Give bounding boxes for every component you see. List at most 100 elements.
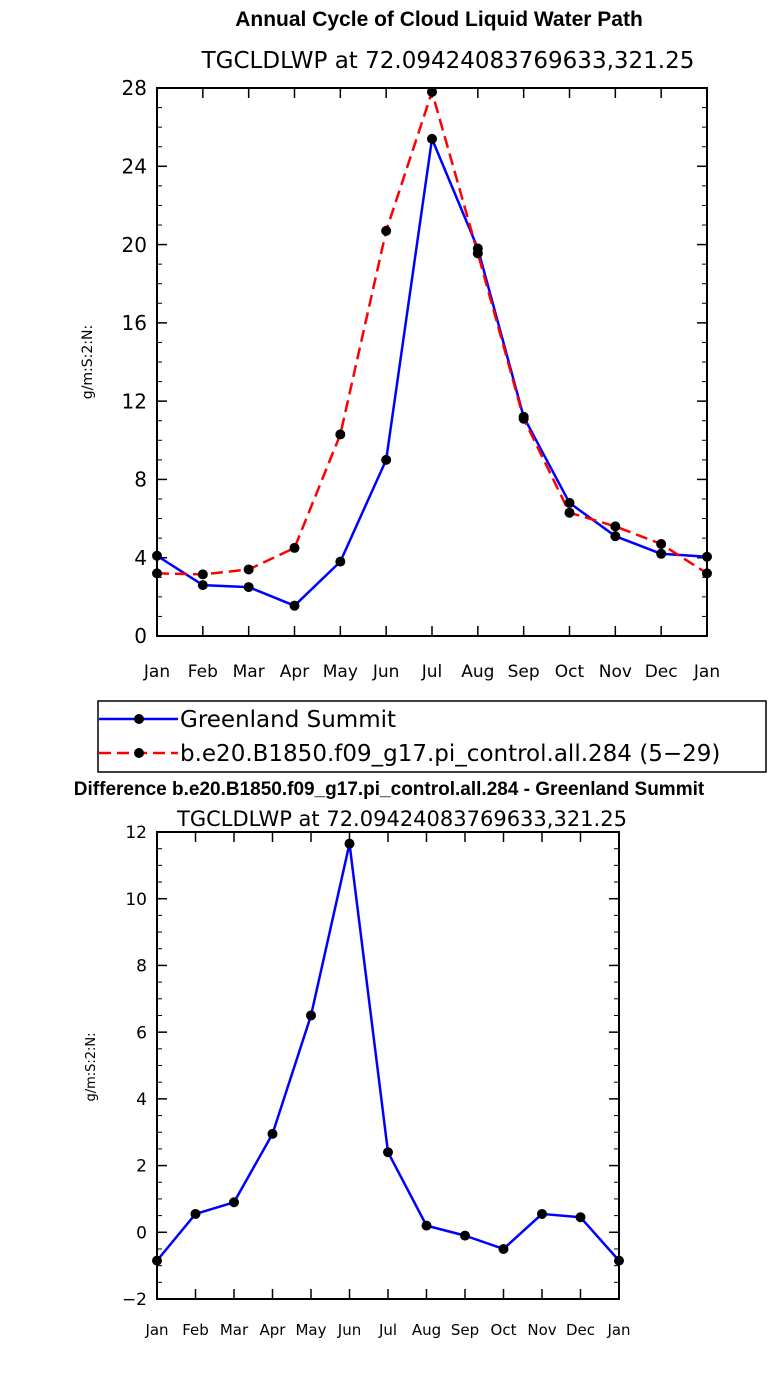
bottom-chart-ytick-label: 4 (136, 1090, 147, 1110)
top-chart-ytick-label: 16 (122, 311, 147, 335)
bottom-chart-series-line-0 (156, 842, 620, 1262)
bottom-chart-series-0-point (190, 1208, 201, 1219)
top-chart-series-1-point (518, 413, 529, 424)
top-chart-series-1-point (381, 225, 392, 236)
top-chart-xtick-label: Sep (508, 662, 540, 682)
top-chart-series-0-point (335, 556, 346, 567)
top-chart-subtitle: TGCLDLWP at 72.09424083769633,321.25 (201, 48, 695, 74)
bottom-chart-ytick-label: 0 (136, 1223, 147, 1243)
top-chart-series-0-point (564, 497, 575, 508)
top-chart-ytick-label: 8 (134, 468, 147, 492)
top-chart-series-0-point (656, 548, 667, 559)
top-chart-frame (156, 87, 708, 637)
bottom-chart-series-0-point (421, 1220, 432, 1231)
bottom-chart-xtick-label: Jan (144, 1321, 168, 1339)
bottom-chart-series-0-point (575, 1212, 586, 1223)
top-chart-xtick-label: Nov (599, 662, 632, 682)
top-chart-series (152, 86, 712, 611)
top-chart-series-1-point (335, 429, 346, 440)
legend-label-model: b.e20.B1850.f09_g17.pi_control.all.284 (… (180, 741, 720, 767)
top-chart-xtick-label: Jul (421, 662, 443, 682)
bottom-chart-xtick-label: Dec (566, 1321, 595, 1339)
legend: Greenland Summit b.e20.B1850.f09_g17.pi_… (97, 700, 767, 773)
top-chart-series-line-1 (156, 90, 708, 576)
legend-marker-greenland (134, 714, 144, 724)
bottom-chart-xtick-label: Feb (182, 1321, 209, 1339)
bottom-chart-xtick-label: Jul (378, 1321, 397, 1339)
top-chart-ticks (156, 87, 708, 637)
bottom-chart-xtick-label: Sep (451, 1321, 479, 1339)
top-chart-series-1-point (610, 521, 621, 532)
top-chart-xtick-label: Dec (645, 662, 678, 682)
top-chart-series-0-point (427, 133, 437, 144)
bottom-chart-series (152, 838, 624, 1266)
legend-marker-model (134, 748, 144, 758)
top-chart-xtick-labels: Jan Feb Mar Apr May Jun Jul Aug Sep Oct Nov Dec Jan (143, 662, 720, 682)
bottom-chart-xtick-labels: Jan Feb Mar Apr May Jun Jul Aug Sep Oct Nov Dec Jan (144, 1321, 630, 1339)
top-chart-ytick-label: 20 (122, 233, 147, 257)
bottom-chart-series-0-point (267, 1128, 278, 1139)
legend-label-greenland: Greenland Summit (180, 707, 396, 733)
bottom-chart-ytick-labels: −2 0 2 4 6 8 10 12 (122, 823, 147, 1310)
bottom-chart-ytick-label: 10 (125, 890, 147, 910)
top-chart-xtick-label: Jan (143, 662, 170, 682)
bottom-chart-ticks (156, 831, 620, 1300)
top-chart-series-1-point (564, 507, 575, 518)
top-chart-series-1-point (197, 569, 208, 580)
top-chart-ylabel: g/m:S:2:N: (80, 325, 96, 399)
bottom-chart-xtick-label: Nov (527, 1321, 556, 1339)
top-chart-xtick-label: Apr (280, 662, 309, 682)
bottom-chart-frame (156, 831, 620, 1300)
top-chart-series-0-point (610, 531, 621, 542)
bottom-chart-series-0-point (498, 1243, 509, 1254)
bottom-chart-series-0-point (306, 1010, 316, 1021)
top-chart-xtick-label: Jun (372, 662, 400, 682)
top-chart-series-1-point (427, 86, 437, 97)
top-chart-ytick-label: 28 (122, 76, 147, 100)
top-chart-xtick-label: Aug (461, 662, 494, 682)
bottom-chart-xtick-label: May (295, 1321, 326, 1339)
bottom-chart-xtick-label: Mar (220, 1321, 249, 1339)
bottom-chart-title: Difference b.e20.B1850.f09_g17.pi_contro… (74, 779, 705, 800)
bottom-chart-series-0-point (460, 1230, 470, 1241)
top-chart-ytick-label: 4 (134, 546, 147, 570)
top-chart-ytick-label: 12 (122, 389, 147, 413)
bottom-chart-ytick-label: 12 (125, 823, 147, 843)
bottom-chart-series-0-point (229, 1197, 239, 1208)
legend-box (97, 700, 767, 773)
top-chart-xtick-label: May (323, 662, 358, 682)
top-chart-series-0-point (243, 582, 254, 593)
bottom-chart-xtick-label: Oct (491, 1321, 517, 1339)
top-chart-xtick-label: Feb (188, 662, 218, 682)
bottom-chart-series-0-point (344, 838, 355, 849)
top-chart-title: Annual Cycle of Cloud Liquid Water Path (235, 8, 643, 31)
bottom-chart-subtitle: TGCLDLWP at 72.09424083769633,321.25 (176, 807, 627, 831)
bottom-chart-xtick-label: Aug (412, 1321, 441, 1339)
top-chart-series-1-point (243, 564, 254, 575)
bottom-chart-xtick-label: Jan (606, 1321, 630, 1339)
top-chart-ytick-label: 24 (122, 154, 147, 178)
bottom-chart-xtick-label: Apr (260, 1321, 287, 1339)
top-chart-xtick-label: Oct (555, 662, 585, 682)
top-chart-ytick-labels: 0 4 8 12 16 20 24 28 (122, 76, 147, 648)
bottom-chart-ytick-label: 6 (136, 1023, 147, 1043)
top-chart-series-1-point (656, 539, 667, 550)
top-chart-series-line-0 (156, 137, 708, 607)
top-chart-xtick-label: Mar (233, 662, 265, 682)
top-chart-xtick-label: Jan (693, 662, 720, 682)
top-chart-series-0-point (197, 580, 208, 591)
bottom-chart: Difference b.e20.B1850.f09_g17.pi_contro… (74, 779, 705, 1339)
bottom-chart-ylabel: g/m:S:2:N: (84, 1032, 99, 1101)
bottom-chart-ytick-label: −2 (122, 1290, 147, 1310)
bottom-chart-ytick-label: 2 (136, 1157, 147, 1177)
bottom-chart-xtick-label: Jun (337, 1321, 361, 1339)
bottom-chart-series-0-point (383, 1147, 393, 1158)
bottom-chart-series-0-point (537, 1208, 547, 1219)
top-chart: Annual Cycle of Cloud Liquid Water Path … (80, 8, 720, 682)
top-chart-series-1-point (289, 542, 300, 553)
top-chart-ytick-label: 0 (134, 624, 147, 648)
bottom-chart-ytick-label: 8 (136, 957, 147, 977)
top-chart-series-1-point (472, 248, 483, 259)
top-chart-series-0-point (381, 454, 392, 465)
